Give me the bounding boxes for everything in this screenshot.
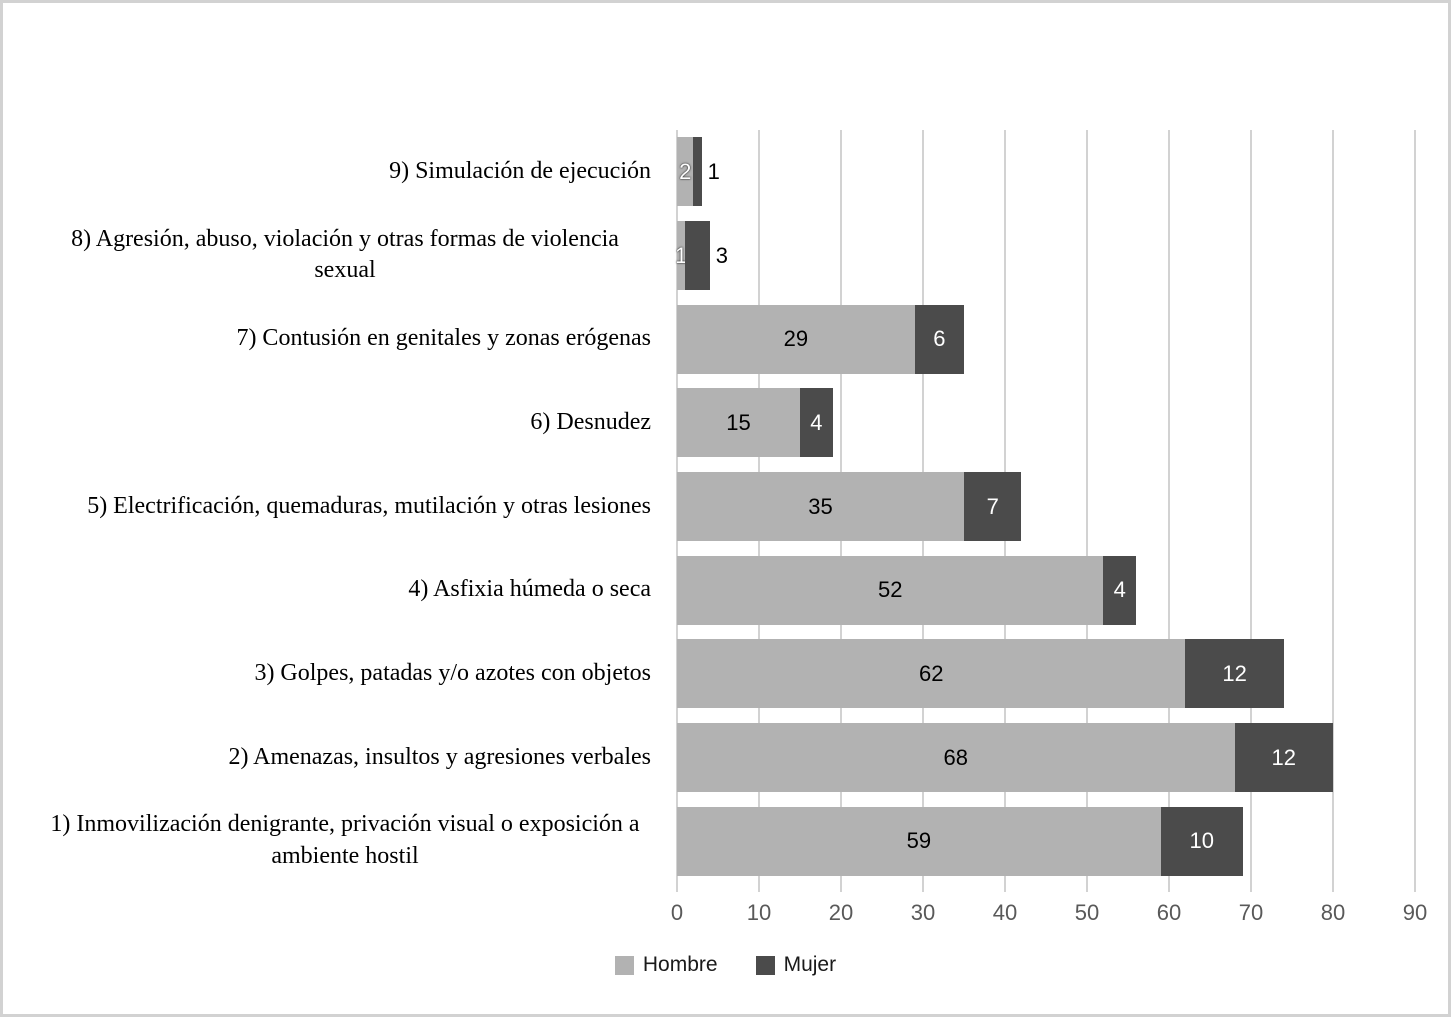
data-label: 15	[726, 409, 751, 435]
legend-label: Mujer	[783, 953, 837, 976]
legend-item-mujer: Mujer	[755, 953, 837, 977]
gridline	[1086, 130, 1088, 883]
bar-segment-mujer: 12	[1185, 639, 1284, 709]
legend-swatch-mujer	[755, 955, 775, 975]
data-label: 6	[933, 326, 946, 352]
category-label: 5) Electrificación, quemaduras, mutilaci…	[87, 492, 651, 519]
bar-segment-hombre: 52	[677, 555, 1104, 625]
category-label: 4) Asfixia húmeda o seca	[408, 576, 651, 603]
legend-label: Hombre	[642, 953, 718, 976]
data-label: 10	[1189, 828, 1215, 854]
data-label: 62	[918, 660, 944, 686]
data-label: 4	[810, 409, 823, 435]
x-axis-tick-label: 50	[1074, 900, 1100, 925]
legend: Hombre Mujer	[3, 953, 1448, 977]
category-label: 7) Contusión en genitales y zonas erógen…	[236, 325, 651, 352]
legend-item-hombre: Hombre	[614, 953, 718, 977]
data-label: 12	[1271, 744, 1297, 770]
bar-segment-mujer: 4	[1103, 555, 1137, 625]
gridline	[1332, 130, 1334, 883]
x-axis-tick-label: 80	[1320, 900, 1346, 925]
x-axis-tick-label: 20	[828, 900, 854, 925]
category-label: 3) Golpes, patadas y/o azotes con objeto…	[254, 659, 651, 686]
axis-tick	[1168, 883, 1170, 892]
bar-segment-mujer	[693, 137, 702, 207]
data-label: 1	[674, 242, 688, 268]
data-label: 7	[986, 493, 999, 519]
bar-segment-mujer: 6	[914, 304, 964, 374]
axis-tick	[1414, 883, 1416, 892]
axis-tick	[922, 883, 924, 892]
x-axis-tick-label: 60	[1156, 900, 1182, 925]
data-label: 4	[1113, 577, 1126, 603]
bar-row: 59 10	[677, 806, 1415, 876]
bar-segment-mujer: 12	[1234, 723, 1333, 792]
gridline	[1168, 130, 1170, 883]
data-label-outside: 1	[707, 158, 720, 184]
axis-tick	[1086, 883, 1088, 892]
bar-segment-mujer: 4	[800, 388, 833, 458]
bar-segment-hombre: 2	[677, 137, 694, 207]
data-label-outside: 3	[715, 242, 729, 268]
x-axis-tick-label: 0	[670, 900, 684, 925]
data-label: 59	[906, 828, 932, 854]
data-label: 52	[877, 577, 903, 603]
bar-segment-hombre: 1	[674, 221, 688, 290]
bar-row: 68 12	[677, 723, 1415, 792]
axis-tick	[1004, 883, 1006, 892]
x-axis-tick-label: 40	[992, 900, 1018, 925]
bar-segment-mujer	[685, 221, 710, 290]
x-axis-tick-label: 70	[1238, 900, 1264, 925]
axis-tick	[758, 883, 760, 892]
bar-segment-hombre: 29	[677, 304, 915, 374]
category-label: 2) Amenazas, insultos y agresiones verba…	[228, 743, 651, 770]
bar-segment-hombre: 59	[677, 806, 1161, 876]
bar-segment-hombre: 35	[677, 472, 964, 541]
bar-row: 62 12	[677, 639, 1415, 709]
category-label: 8) Agresión, abuso, violación y otras fo…	[71, 225, 619, 284]
bar-segment-mujer: 7	[964, 472, 1022, 541]
legend-swatch-hombre	[614, 955, 634, 975]
bar-segment-hombre: 68	[677, 723, 1235, 792]
bar-row: 29 6	[677, 304, 1415, 374]
category-label: 1) Inmovilización denigrante, privación …	[50, 811, 640, 870]
axis-tick	[676, 883, 678, 892]
axis-tick	[1250, 883, 1252, 892]
axis-tick	[1332, 883, 1334, 892]
category-label: 6) Desnudez	[530, 408, 651, 435]
bar-segment-hombre: 62	[677, 639, 1186, 709]
x-axis-tick-label: 30	[910, 900, 936, 925]
gridline	[1250, 130, 1252, 883]
bar-row: 15 4	[677, 388, 1415, 458]
gridline	[1414, 130, 1416, 883]
axis-tick	[840, 883, 842, 892]
data-label: 29	[783, 326, 809, 352]
data-label: 2	[679, 158, 692, 184]
x-axis-tick-label: 90	[1402, 900, 1428, 925]
x-axis-tick-label: 10	[746, 900, 772, 925]
bar-row: 52 4	[677, 555, 1415, 625]
bar-segment-hombre: 15	[677, 388, 800, 458]
data-label: 68	[943, 744, 969, 770]
category-label: 9) Simulación de ejecución	[389, 157, 651, 184]
bar-segment-mujer: 10	[1160, 806, 1243, 876]
bar-row: 35 7	[677, 472, 1415, 541]
data-label: 12	[1222, 660, 1247, 686]
data-label: 35	[808, 493, 833, 519]
